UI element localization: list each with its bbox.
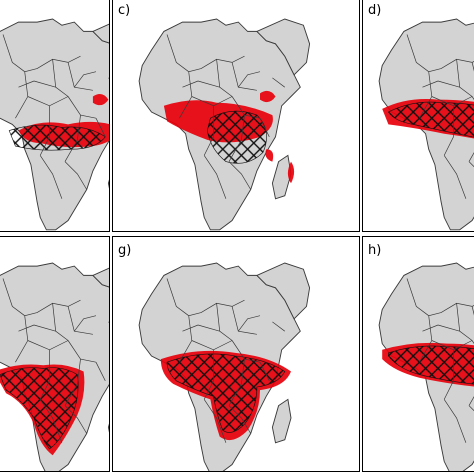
panel-frame [362, 0, 474, 232]
hatched-occurrence-area [388, 345, 474, 385]
panel-frame [0, 236, 110, 472]
suitability-region [92, 94, 109, 106]
map-panel-b [0, 0, 110, 232]
map-panel-c: c) [112, 0, 360, 232]
map-panel-d: d) [362, 0, 474, 232]
hatched-occurrence-area [206, 110, 267, 164]
panel-label-d: d) [368, 3, 381, 18]
panel-frame [112, 0, 360, 232]
hatched-occurrence-area [8, 124, 106, 151]
map-panel-f [0, 236, 110, 472]
panel-label-c: c) [118, 3, 130, 18]
hatched-occurrence-area [166, 353, 286, 433]
suitability-region [260, 90, 276, 103]
map-panel-h: h) [362, 236, 474, 472]
panel-label-h: h) [368, 243, 381, 258]
hatched-occurrence-area [0, 367, 79, 450]
panel-frame [362, 236, 474, 472]
map-panel-g: g) [112, 236, 360, 472]
suitability-region [265, 149, 274, 162]
panel-frame [0, 0, 110, 232]
suitability-region [287, 161, 295, 184]
panel-label-g: g) [118, 243, 131, 258]
panel-frame [112, 236, 360, 472]
hatched-occurrence-area [387, 101, 474, 138]
